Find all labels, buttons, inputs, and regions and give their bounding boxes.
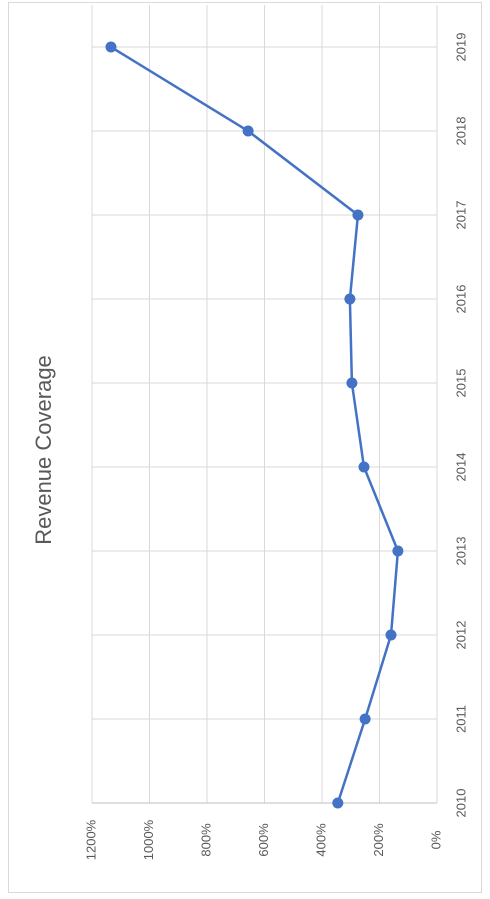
marker: [352, 209, 364, 221]
marker: [359, 713, 371, 725]
x-tick-label: 2016: [453, 285, 468, 314]
x-tick-label: 2018: [453, 117, 468, 146]
chart-border: [8, 2, 482, 893]
y-tick-label: 0%: [428, 830, 443, 849]
marker: [332, 797, 344, 809]
marker: [392, 545, 404, 557]
marker: [346, 377, 358, 389]
marker: [358, 461, 370, 473]
x-tick-label: 2011: [453, 705, 468, 733]
y-tick-label: 800%: [198, 823, 213, 857]
x-tick-label: 2019: [453, 33, 468, 62]
marker: [105, 41, 117, 53]
y-tick-label: 400%: [313, 823, 328, 857]
marker: [242, 125, 254, 137]
y-tick-label: 1200%: [83, 819, 98, 860]
x-tick-label: 2012: [453, 621, 468, 650]
x-tick-label: 2017: [453, 201, 468, 230]
x-tick-label: 2010: [453, 789, 468, 818]
marker: [344, 293, 356, 305]
y-tick-label: 600%: [256, 823, 271, 857]
x-tick-label: 2014: [453, 453, 468, 482]
marker: [385, 629, 397, 641]
y-tick-label: 1000%: [141, 819, 156, 860]
chart-title: Revenue Coverage: [31, 355, 56, 545]
line: [110, 45, 400, 804]
x-tick-label: 2015: [453, 369, 468, 398]
x-tick-label: 2013: [453, 537, 468, 566]
y-tick-label: 200%: [371, 823, 386, 857]
